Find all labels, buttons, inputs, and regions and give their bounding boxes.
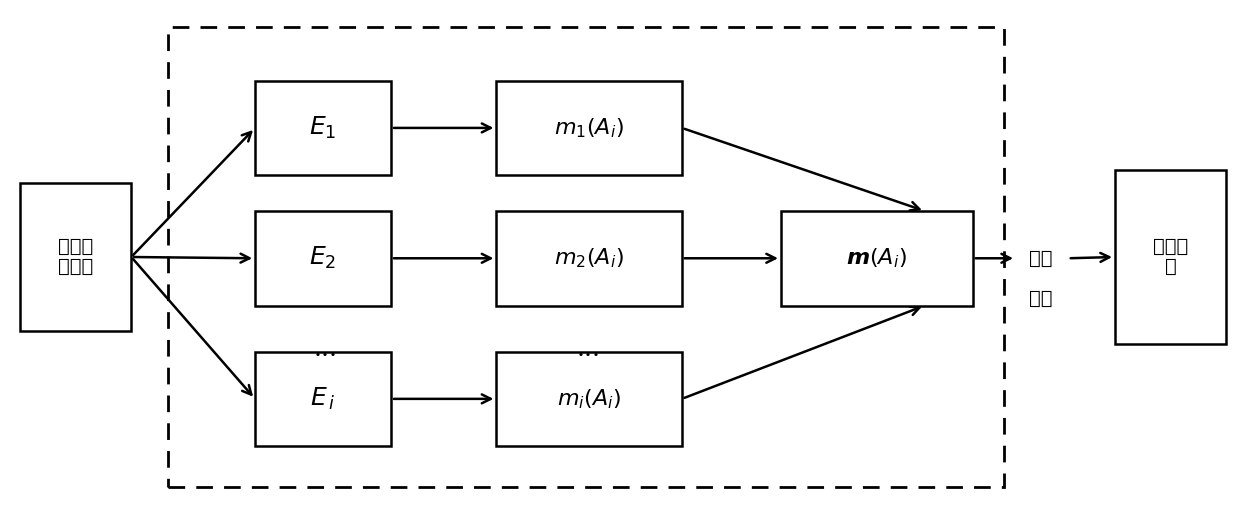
Bar	[496, 352, 682, 446]
Text: ...: ...	[577, 338, 601, 360]
Bar	[255, 81, 391, 175]
Text: 信息融
合输出: 信息融 合输出	[58, 237, 93, 277]
Bar	[169, 27, 1003, 487]
Text: $E_2$: $E_2$	[310, 245, 336, 271]
Text: 决策: 决策	[1029, 249, 1053, 267]
Text: $E_{\,i}$: $E_{\,i}$	[310, 386, 336, 412]
Text: $\boldsymbol{m}(A_i)$: $\boldsymbol{m}(A_i)$	[847, 247, 908, 270]
Bar	[255, 352, 391, 446]
Text: $E_1$: $E_1$	[310, 115, 337, 141]
Bar	[781, 211, 972, 305]
Text: 逻辑: 逻辑	[1029, 290, 1053, 308]
Text: $m_i(A_i)$: $m_i(A_i)$	[557, 387, 621, 411]
Bar	[255, 211, 391, 305]
Text: $m_1(A_i)$: $m_1(A_i)$	[554, 116, 624, 140]
Bar	[1115, 170, 1226, 344]
Text: 态势判
断: 态势判 断	[1153, 237, 1188, 277]
Text: ...: ...	[314, 338, 337, 360]
Bar	[20, 183, 131, 331]
Bar	[496, 211, 682, 305]
Text: $m_2(A_i)$: $m_2(A_i)$	[554, 247, 624, 270]
Bar	[496, 81, 682, 175]
